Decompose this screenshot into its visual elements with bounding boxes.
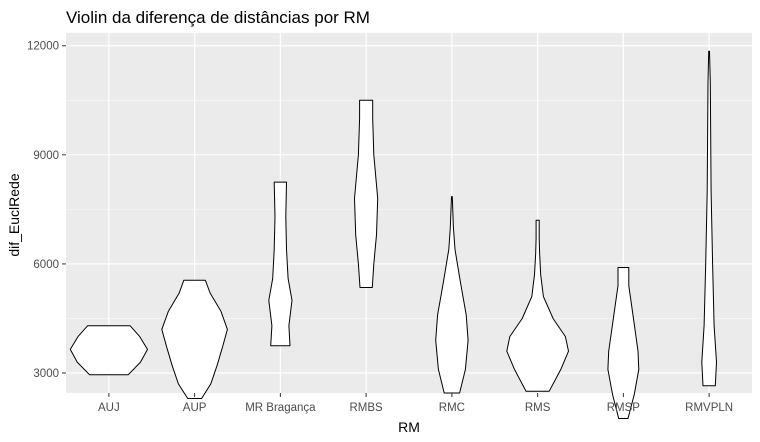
x-tick-label: RMBS (350, 402, 384, 414)
violin-rmc (435, 196, 469, 394)
x-tick-label: RMS (525, 402, 551, 414)
violin-rmsp (607, 267, 640, 419)
y-tick-label: 3000 (33, 368, 59, 380)
violins (69, 50, 717, 419)
violin-rmvpln (701, 50, 717, 387)
y-tick-label: 12000 (27, 41, 59, 53)
violin-mr-bragan-a (268, 181, 293, 347)
y-tick-label: 6000 (33, 259, 59, 271)
x-tick-label: AUP (183, 402, 207, 414)
x-tick-label: RMSP (607, 402, 641, 414)
violin-rmbs (354, 99, 379, 288)
x-axis-title: RM (398, 419, 420, 435)
y-axis: 3000 6000 9000 12000 (27, 41, 66, 380)
y-tick-label: 9000 (33, 150, 59, 162)
x-tick-label: RMVPLN (685, 402, 733, 414)
chart-title: Violin da diferença de distâncias por RM (66, 8, 370, 27)
violin-auj (69, 325, 148, 376)
violin-aup (161, 279, 228, 399)
y-axis-title: dif_EuclRede (6, 173, 22, 256)
x-tick-label: RMC (439, 402, 465, 414)
x-tick-label: AUJ (98, 402, 120, 414)
violin-rms (506, 219, 569, 392)
x-tick-label: MR Bragança (245, 402, 316, 414)
x-axis: AUJ AUP MR Bragança RMBS RMC RMS RMSP RMVPLN (98, 393, 733, 414)
